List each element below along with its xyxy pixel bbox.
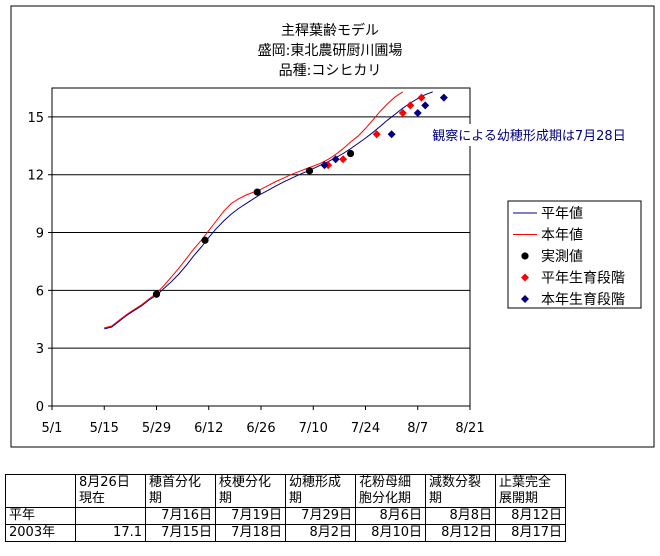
table-header-line: 期 (429, 491, 443, 506)
y-tick-label: 9 (36, 227, 44, 242)
table-header-line: 胞分化期 (359, 491, 412, 506)
data-point-4 (439, 93, 448, 102)
y-tick-label: 3 (36, 342, 44, 357)
data-point-3 (417, 93, 426, 102)
table-cell: 8月2日 (285, 524, 356, 542)
table-header-line: 展開期 (499, 491, 539, 506)
table-header-row: 8月26日 現在 穂首分化期枝梗分化期幼穂形成期花粉母細 胞分化期 減数分裂期止葉完全展… (5, 474, 566, 508)
legend-swatch (521, 273, 529, 282)
table-cell: 8月8日 (425, 507, 496, 525)
table-header-line: 期 (219, 491, 233, 506)
table-header-line: 現在 (79, 491, 106, 506)
table-header-line: 8月26日 (79, 475, 130, 490)
table-header-line: 減数分裂 (429, 475, 482, 490)
table-cell: 8月6日 (355, 507, 426, 525)
data-point-4 (413, 109, 422, 118)
legend-label: 実測値 (541, 249, 583, 265)
annotation-text: 観察による幼穂形成期は7月28日 (432, 129, 625, 144)
data-point-2 (346, 149, 355, 158)
x-tick-label: 6/12 (194, 421, 223, 436)
x-tick-label: 8/7 (407, 421, 428, 436)
data-point-4 (331, 155, 340, 164)
table-header-cell: 減数分裂期 (425, 474, 496, 508)
table-cell: 7月16日 (145, 507, 216, 525)
table-row: 2003年 17.1 7月15日 7月18日 8月2日 8月10日 8月12日 8月17日 (5, 524, 566, 542)
annotation-box: 観察による幼穂形成期は7月28日 (417, 124, 641, 146)
x-tick-label: 5/1 (42, 421, 63, 436)
data-point-2 (152, 290, 161, 298)
x-axis: 5/1 5/15 5/29 6/12 6/26 7/10 7/24 8/7 8/21 (42, 406, 485, 436)
table-header-line: 枝梗分化 (219, 475, 272, 490)
table-header-cell (5, 474, 76, 508)
gridlines (52, 116, 470, 349)
legend-label: 平年生育段階 (541, 271, 625, 287)
legend-item: 本年生育段階 (521, 292, 625, 308)
y-tick-label: 15 (27, 111, 44, 126)
data-point-2 (305, 167, 314, 175)
table-cell (75, 507, 146, 525)
table-cell: 7月15日 (145, 524, 216, 542)
legend-label: 本年生育段階 (541, 292, 625, 308)
table-cell: 8月12日 (495, 507, 566, 525)
table-cell: 7月29日 (285, 507, 356, 525)
data-point-3 (372, 130, 381, 139)
table-header-line: 穂首分化 (149, 475, 202, 490)
data-point-3 (406, 101, 415, 110)
table-header-line: 止葉完全 (499, 475, 552, 490)
data-point-2 (201, 236, 209, 244)
y-tick-label: 12 (27, 169, 44, 184)
legend-item: 本年値 (513, 228, 583, 244)
table-header-cell: 花粉母細 胞分化期 (355, 474, 426, 508)
data-point-4 (387, 130, 396, 139)
legend-swatch (521, 252, 529, 260)
table-header-line: 期 (289, 491, 303, 506)
table-cell: 17.1 (75, 524, 146, 542)
table-cell: 8月12日 (425, 524, 496, 542)
table-header-cell: 8月26日 現在 (75, 474, 146, 508)
table-row-label: 2003年 (5, 524, 76, 542)
x-tick-label: 6/26 (246, 421, 275, 436)
table-cell: 8月10日 (355, 524, 426, 542)
table-row-label: 平年 (5, 507, 76, 525)
data-point-3 (398, 109, 407, 118)
table-cell: 7月18日 (215, 524, 286, 542)
chart-title: 主稈葉齢モデル 盛岡:東北農研厨川圃場 品種:コシヒカリ (258, 22, 403, 79)
table-header-line: 期 (149, 491, 163, 506)
x-tick-label: 5/15 (90, 421, 119, 436)
table-header-cell: 穂首分化期 (145, 474, 216, 508)
chart-title-line-1: 主稈葉齢モデル (281, 22, 379, 39)
legend-swatch (521, 295, 529, 303)
table-header-cell: 枝梗分化期 (215, 474, 286, 508)
y-axis: 0 3 6 9 12 15 (27, 111, 52, 415)
data-point-4 (421, 101, 430, 110)
data-point-2 (253, 188, 261, 196)
growth-stage-table: 8月26日 現在 穂首分化期枝梗分化期幼穂形成期花粉母細 胞分化期 減数分裂期止葉完全展… (5, 474, 566, 542)
legend-label: 平年値 (541, 206, 583, 222)
leaf-age-chart: 主稈葉齢モデル 盛岡:東北農研厨川圃場 品種:コシヒカリ 0 3 6 9 12 15 5/… (10, 5, 655, 448)
x-tick-label: 8/21 (455, 421, 484, 436)
legend-item: 平年生育段階 (521, 271, 625, 287)
x-tick-label: 7/10 (299, 421, 328, 436)
legend-item: 実測値 (521, 249, 583, 265)
x-tick-label: 5/29 (142, 421, 171, 436)
table-cell: 7月19日 (215, 507, 286, 525)
y-tick-label: 6 (36, 284, 44, 299)
table-cell: 8月17日 (495, 524, 566, 542)
table-header-line: 幼穂形成 (289, 475, 342, 490)
table-row: 平年 7月16日 7月19日 7月29日 8月6日 8月8日 8月12日 (5, 507, 566, 525)
table-header-line: 花粉母細 (359, 475, 412, 490)
legend-label: 本年値 (541, 228, 583, 244)
x-tick-label: 7/24 (351, 421, 380, 436)
chart-title-line-3: 品種:コシヒカリ (279, 63, 382, 79)
series-markers (152, 93, 448, 298)
table-header-cell: 止葉完全 展開期 (495, 474, 566, 508)
data-point-4 (320, 161, 329, 170)
legend-item: 平年値 (513, 206, 583, 222)
data-point-3 (339, 155, 348, 164)
legend-box (507, 200, 642, 309)
table-header-cell: 幼穂形成期 (285, 474, 356, 508)
y-tick-label: 0 (36, 400, 44, 415)
chart-title-line-2: 盛岡:東北農研厨川圃場 (258, 43, 403, 59)
